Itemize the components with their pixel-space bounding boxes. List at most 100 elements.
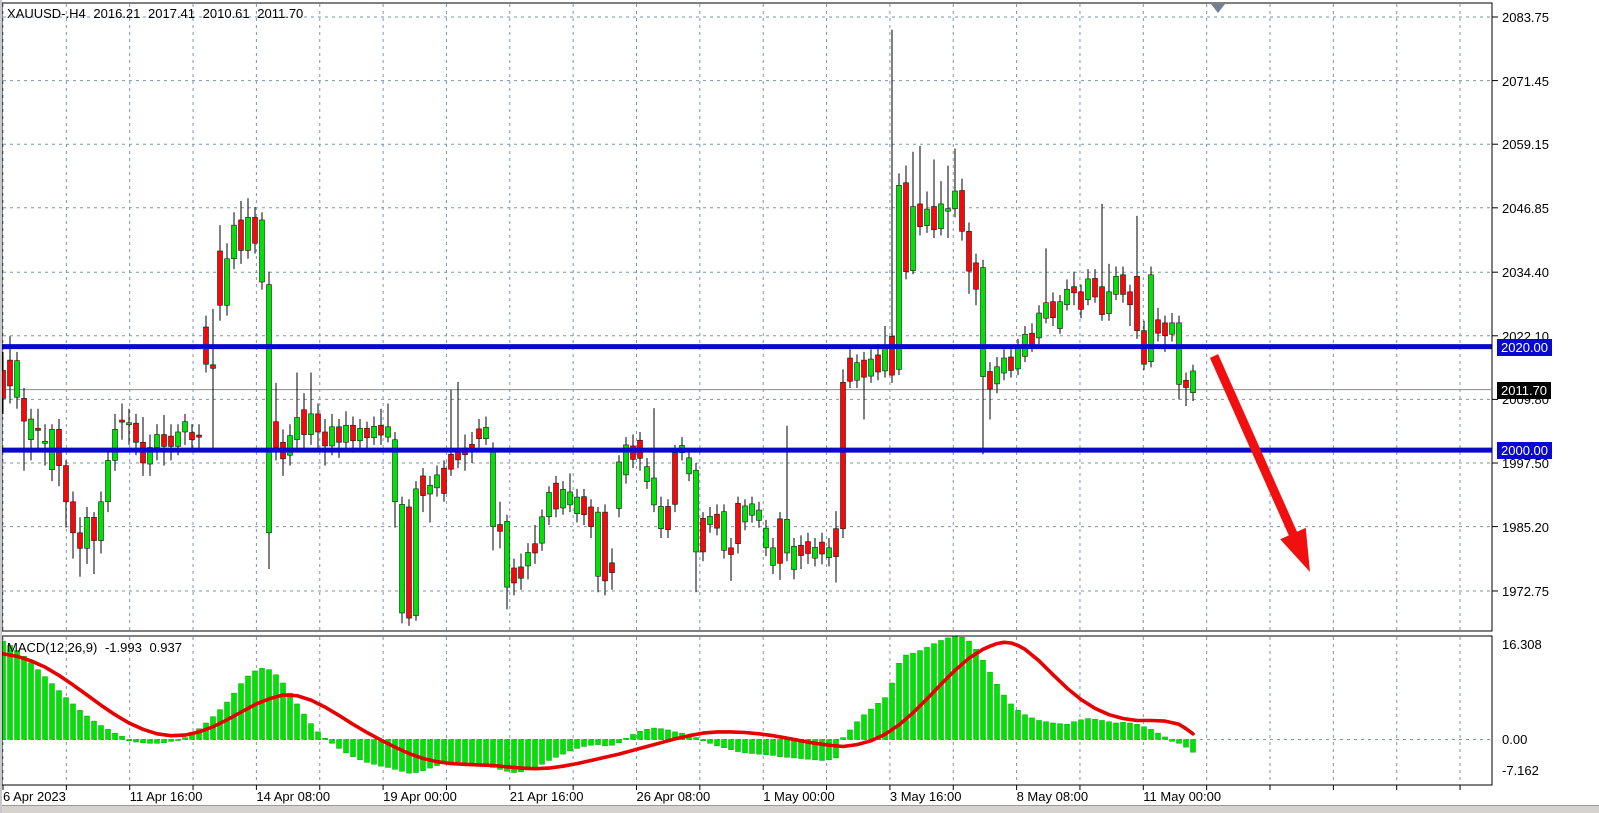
candle-bullish — [231, 224, 237, 260]
candle-bullish — [749, 503, 755, 516]
trend-arrow-shaft[interactable] — [1209, 354, 1300, 541]
macd-histogram-bar — [168, 739, 174, 742]
candle-bullish — [791, 545, 797, 570]
candle-bearish — [1162, 322, 1168, 337]
macd-indicator-label: MACD(12,26,9) -1.993 0.937 — [7, 640, 186, 655]
candle-bullish — [504, 521, 510, 588]
candle-bearish — [273, 421, 279, 448]
candle-bullish — [1043, 302, 1049, 319]
macd-histogram-bar — [1092, 718, 1098, 740]
candle-bearish — [119, 419, 125, 423]
current-price-tag: 2011.70 — [1497, 381, 1552, 399]
macd-histogram-bar — [448, 739, 454, 763]
macd-histogram-bar — [315, 731, 321, 740]
macd-histogram-bar — [504, 739, 510, 772]
macd-histogram-bar — [336, 739, 342, 749]
price-axis-label: 1972.75 — [1502, 583, 1549, 599]
macd-histogram-bar — [658, 728, 664, 740]
macd-histogram-bar — [602, 739, 608, 747]
macd-histogram-bar — [469, 739, 475, 764]
macd-histogram-bar — [728, 739, 734, 750]
candle-bearish — [140, 442, 146, 464]
macd-histogram-bar — [707, 739, 713, 744]
candle-bearish — [1134, 276, 1140, 331]
macd-histogram-bar — [924, 647, 930, 740]
macd-histogram-bar — [910, 652, 916, 740]
macd-histogram-bar — [98, 725, 104, 740]
macd-histogram-bar — [364, 739, 370, 763]
candle-bearish — [833, 528, 839, 557]
candle-bullish — [924, 208, 930, 226]
macd-histogram-bar — [1078, 719, 1084, 740]
candle-bullish — [287, 435, 293, 456]
macd-histogram-bar — [861, 714, 867, 740]
candle-bullish — [434, 474, 440, 489]
candle-bullish — [595, 511, 601, 577]
macd-histogram-bar — [721, 739, 727, 749]
macd-histogram-bar — [756, 739, 762, 755]
macd-histogram-bar — [126, 739, 132, 742]
candle-bearish — [217, 250, 223, 306]
candle-bearish — [973, 262, 979, 290]
macd-histogram-bar — [693, 737, 699, 740]
macd-histogram-bar — [588, 739, 594, 746]
candle-bearish — [1078, 291, 1084, 310]
macd-histogram-bar — [1050, 722, 1056, 740]
macd-histogram-bar — [938, 640, 944, 740]
candle-bullish — [1015, 346, 1021, 370]
macd-histogram-bar — [616, 739, 622, 743]
macd-histogram-bar — [70, 703, 76, 740]
macd-histogram-bar — [1022, 714, 1028, 740]
readout-open: 2016.21 — [93, 6, 141, 21]
macd-histogram-bar — [1183, 739, 1189, 748]
candle-bearish — [665, 506, 671, 531]
candle-bearish — [966, 231, 972, 272]
candle-bullish — [1085, 278, 1091, 300]
macd-histogram-bar — [385, 739, 391, 768]
macd-histogram-bar — [959, 637, 965, 740]
time-axis-label: 11 Apr 16:00 — [129, 789, 203, 804]
candle-bearish — [91, 516, 97, 541]
candle-bearish — [56, 429, 62, 466]
candle-bearish — [700, 518, 706, 553]
candle-bullish — [742, 505, 748, 523]
macd-histogram-bar — [1057, 723, 1063, 740]
candle-bullish — [1176, 322, 1182, 385]
macd-histogram-bar — [1085, 718, 1091, 740]
candle-bearish — [903, 182, 909, 272]
macd-axis-label: -7.162 — [1502, 763, 1539, 778]
candle-bullish — [1169, 322, 1175, 335]
candle-bearish — [70, 501, 76, 534]
macd-histogram-bar — [1008, 703, 1014, 740]
candle-bullish — [259, 219, 265, 283]
readout-close: 2011.70 — [257, 6, 304, 21]
macd-histogram-bar — [1064, 724, 1070, 740]
macd-name: MACD(12,26,9) — [7, 640, 98, 655]
candle-bullish — [399, 504, 405, 614]
candle-bullish — [308, 413, 314, 435]
candle-bullish — [42, 440, 48, 444]
macd-histogram-bar — [420, 739, 426, 771]
macd-histogram-bar — [966, 640, 972, 740]
macd-histogram-bar — [427, 739, 433, 769]
price-axis-label: 2083.75 — [1502, 10, 1549, 25]
candle-bearish — [420, 475, 426, 496]
macd-panel-border — [1, 635, 1493, 786]
candle-bearish — [1120, 274, 1126, 295]
macd-histogram-bar — [665, 729, 671, 740]
price-axis-label: 2071.45 — [1502, 73, 1549, 89]
macd-histogram-bar — [847, 729, 853, 740]
macd-histogram-bar — [63, 697, 69, 740]
macd-axis-label: 0.00 — [1502, 731, 1528, 747]
candle-bearish — [931, 206, 937, 231]
candle-bearish — [7, 359, 13, 387]
time-marker-triangle — [1211, 4, 1225, 13]
macd-histogram-bar — [434, 739, 440, 766]
candle-bullish — [1064, 288, 1070, 306]
macd-histogram-bar — [350, 739, 356, 757]
candle-bearish — [861, 359, 867, 378]
trend-arrow-head[interactable] — [1280, 527, 1310, 572]
price-axis-label: 1985.20 — [1502, 519, 1549, 535]
macd-histogram-bar — [7, 645, 13, 740]
